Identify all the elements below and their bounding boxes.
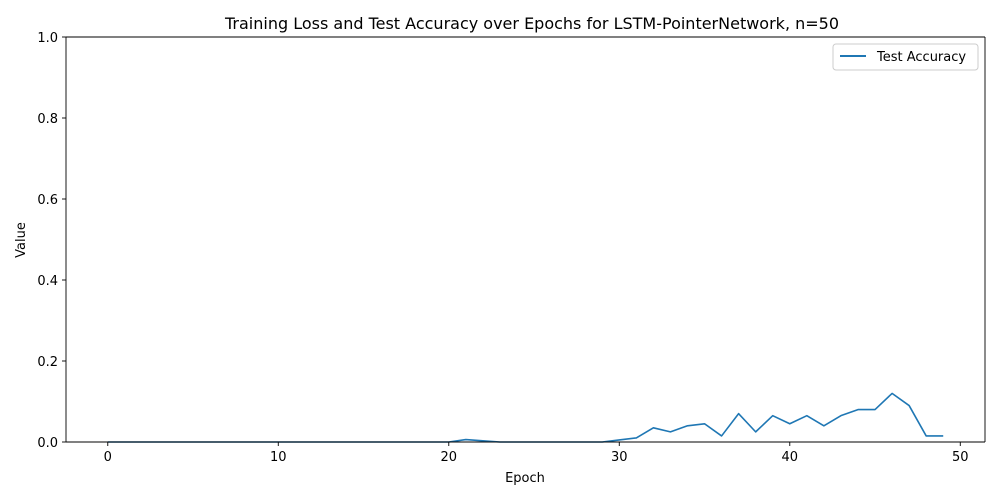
y-axis-label: Value <box>14 222 29 258</box>
y-tick-label: 1.0 <box>37 31 58 46</box>
y-tick-label: 0.2 <box>37 355 58 370</box>
x-tick-label: 50 <box>952 450 969 465</box>
x-tick-label: 10 <box>270 450 287 465</box>
y-axis-ticks: 0.0 0.2 0.4 0.6 0.8 1.0 <box>37 31 66 451</box>
x-tick-label: 0 <box>104 450 112 465</box>
legend-label-test-accuracy: Test Accuracy <box>876 50 966 65</box>
x-tick-label: 20 <box>441 450 458 465</box>
x-tick-label: 40 <box>782 450 799 465</box>
legend-box <box>832 43 979 71</box>
legend: Test Accuracy <box>832 43 979 71</box>
plot-background <box>66 37 985 442</box>
y-tick-label: 0.4 <box>37 274 58 289</box>
axes-frame <box>65 36 986 443</box>
y-tick-label: 0.6 <box>37 193 58 208</box>
y-tick-label: 0.8 <box>37 112 58 127</box>
chart-title: Training Loss and Test Accuracy over Epo… <box>224 14 839 33</box>
y-tick-label: 0.0 <box>37 436 58 451</box>
x-tick-label: 30 <box>611 450 628 465</box>
x-axis-ticks: 0 10 20 30 40 50 <box>104 442 969 465</box>
plot-area: 0 10 20 30 40 50 0.0 0.2 0.4 0.6 0.8 1.0 <box>37 31 986 465</box>
x-axis-label: Epoch <box>505 471 545 486</box>
